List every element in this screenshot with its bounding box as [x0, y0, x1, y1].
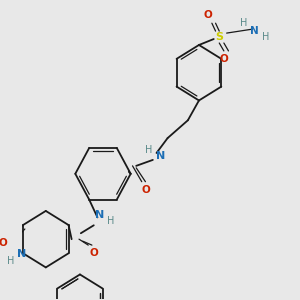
Text: N: N — [156, 151, 165, 161]
Text: O: O — [220, 54, 228, 64]
Text: S: S — [215, 32, 223, 42]
Text: H: H — [7, 256, 15, 266]
Text: H: H — [241, 18, 248, 28]
Text: N: N — [16, 249, 26, 259]
Text: O: O — [89, 248, 98, 258]
Text: O: O — [141, 184, 150, 195]
Text: H: H — [107, 216, 114, 226]
Text: N: N — [95, 210, 104, 220]
Text: O: O — [204, 10, 213, 20]
Text: H: H — [262, 32, 269, 42]
Text: H: H — [146, 145, 153, 155]
Text: O: O — [0, 238, 7, 248]
Text: N: N — [250, 26, 259, 36]
